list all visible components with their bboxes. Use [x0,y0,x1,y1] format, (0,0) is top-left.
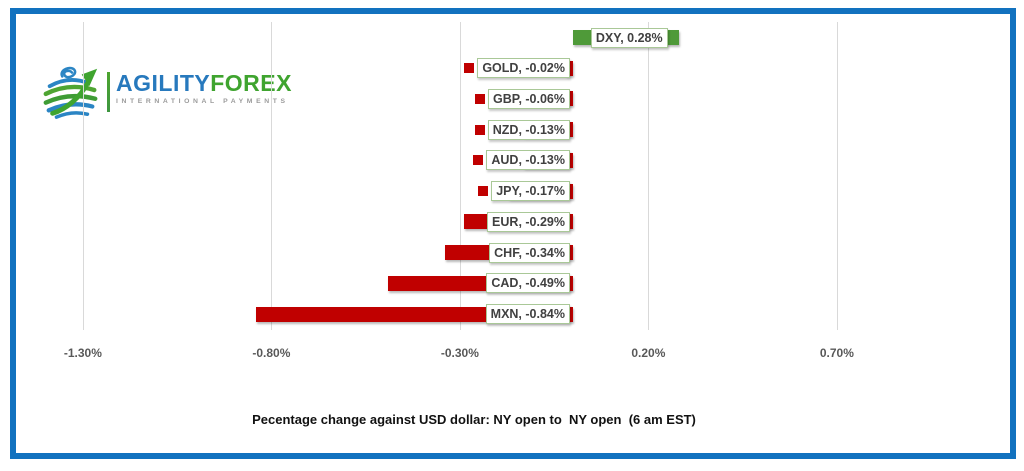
globe-arrow-icon [43,66,98,119]
chart-title: Pecentage change against USD dollar: NY … [252,412,696,427]
data-label-row-nzd: NZD, -0.13% [474,119,570,140]
legend-key-nzd [474,124,485,135]
data-label-mxn: MXN, -0.84% [485,304,570,324]
data-label-gbp: GBP, -0.06% [487,88,570,109]
data-label-row-eur: EUR, -0.29% [474,211,570,232]
gridline--1.30% [82,22,84,330]
legend-key-eur [474,216,485,227]
gridline--0.30% [459,22,461,330]
brand-agility: AGILITY [116,70,211,96]
x-axis-tick-label: -1.30% [63,346,102,360]
data-label-eur: EUR, -0.29% [487,211,570,232]
x-axis-tick-label: 0.70% [819,346,854,360]
chart-border-frame [10,8,1016,459]
data-label-row-chf: CHF, -0.34% [476,242,570,263]
data-label-nzd: NZD, -0.13% [487,119,570,140]
data-label-row-aud: AUD, -0.13% [473,150,570,171]
data-label-row-gold: GOLD, -0.02% [464,58,570,79]
data-label-row-mxn: MXN, -0.84% [472,304,570,324]
legend-key-mxn [472,309,483,319]
legend-key-gold [464,63,475,74]
brand-name: AGILITYFOREX [116,72,292,95]
legend-key-dxy [577,32,588,43]
x-axis-tick-label: 0.20% [631,346,666,360]
data-label-aud: AUD, -0.13% [486,150,570,171]
gridline--0.80% [271,22,273,330]
data-label-row-jpy: JPY, -0.17% [478,181,570,202]
data-label-cad: CAD, -0.49% [486,273,570,294]
brand-tagline: INTERNATIONAL PAYMENTS [116,98,289,105]
legend-key-gbp [474,93,485,104]
brand-forex: FOREX [210,70,292,96]
data-label-chf: CHF, -0.34% [489,242,570,263]
x-axis-tick-label: -0.30% [440,346,479,360]
gridline-0.70% [836,22,838,330]
logo-separator [107,72,110,112]
logo-text: AGILITYFOREX INTERNATIONAL PAYMENTS [116,60,292,106]
data-label-row-gbp: GBP, -0.06% [474,88,570,109]
legend-key-chf [476,247,487,258]
data-label-dxy: DXY, 0.28% [590,27,668,48]
gridline-0.20% [648,22,650,330]
legend-key-jpy [478,186,489,197]
data-label-gold: GOLD, -0.02% [477,58,570,79]
legend-key-aud [473,155,484,166]
arrowhead [81,68,98,87]
data-label-row-cad: CAD, -0.49% [473,273,570,294]
x-axis-tick-label: -0.80% [252,346,291,360]
agilityforex-logo: AGILITYFOREX INTERNATIONAL PAYMENTS [40,60,292,122]
data-label-jpy: JPY, -0.17% [491,181,570,202]
data-label-row-dxy: DXY, 0.28% [577,27,668,48]
legend-key-cad [473,278,484,289]
